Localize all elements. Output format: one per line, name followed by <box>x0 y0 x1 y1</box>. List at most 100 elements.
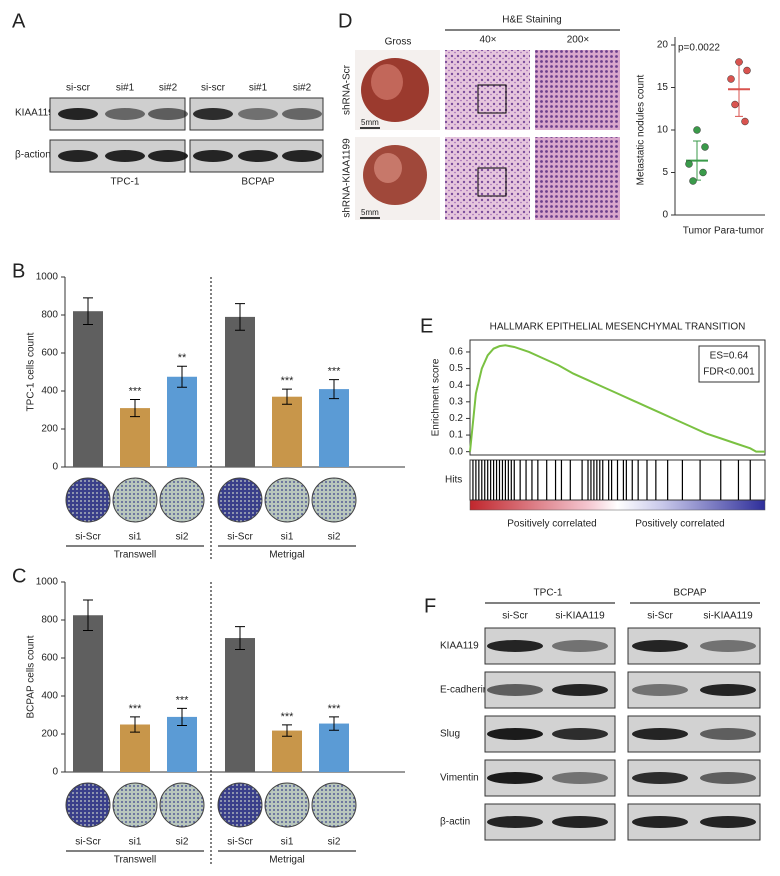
transwell-image <box>217 782 263 828</box>
gsea-rank-bar <box>469 499 766 511</box>
significance: ** <box>178 352 187 364</box>
lane-label: si-scr <box>201 83 226 94</box>
row-label: KIAA119 <box>15 108 54 119</box>
row-label: E-cadherin <box>440 685 488 696</box>
blot-band <box>193 150 233 162</box>
blot-band <box>552 772 608 784</box>
blot-band <box>487 816 543 828</box>
significance: *** <box>328 703 342 715</box>
blot-band <box>148 108 188 120</box>
error-bar <box>83 599 93 631</box>
row-label: shRNA-KIAA1199 <box>342 138 353 218</box>
zoom-box <box>477 84 507 114</box>
significance: *** <box>129 385 143 397</box>
bar <box>319 389 349 467</box>
chart-title: HALLMARK EPITHELIAL MESENCHYMAL TRANSITI… <box>490 322 746 333</box>
significance: *** <box>176 694 190 706</box>
error-bar <box>329 716 339 731</box>
row-label: KIAA119 <box>440 641 479 652</box>
lane-label: si-KIAA119 <box>703 611 753 622</box>
y-tick-label: 0 <box>662 210 668 221</box>
stats-text: ES=0.64 <box>710 351 749 362</box>
y-tick-label: 0.4 <box>449 380 463 391</box>
blot-band <box>700 684 756 696</box>
header: Gross <box>385 37 412 48</box>
blot-band <box>282 108 322 120</box>
transwell-image <box>112 782 158 828</box>
bar <box>73 311 103 467</box>
group-label: BCPAP <box>241 177 274 188</box>
x-tick-label: Tumor <box>683 226 712 237</box>
transwell-image <box>159 782 205 828</box>
x-tick-label: si-Scr <box>227 837 253 848</box>
group-label: Metrigal <box>269 855 305 866</box>
error-bar <box>329 379 339 400</box>
blot-band <box>487 772 543 784</box>
significance: *** <box>129 703 143 715</box>
point <box>693 126 701 134</box>
lane-label: si#2 <box>159 83 178 94</box>
scale-label: 5mm <box>361 208 379 217</box>
rank-label: Positively correlated <box>507 519 596 530</box>
lane-label: si-Scr <box>502 611 528 622</box>
row-label: β-actin <box>440 817 470 828</box>
x-tick-label: si1 <box>129 837 142 848</box>
group-label: TPC-1 <box>111 177 140 188</box>
scale-label: 5mm <box>361 118 379 127</box>
x-tick-label: si-Scr <box>75 532 101 543</box>
x-tick-label: si1 <box>281 837 294 848</box>
blot-band <box>552 816 608 828</box>
group-label: TPC-1 <box>534 588 563 599</box>
blot-band <box>105 150 145 162</box>
transwell-image <box>65 477 111 523</box>
blot-band <box>552 728 608 740</box>
group-label: BCPAP <box>673 588 706 599</box>
y-tick-label: 15 <box>657 82 669 93</box>
bar <box>73 615 103 772</box>
blot-band <box>58 108 98 120</box>
lane-label: si-scr <box>66 83 91 94</box>
bar <box>319 723 349 772</box>
p-value: p=0.0022 <box>678 43 720 54</box>
y-tick-label: 0.2 <box>449 413 463 424</box>
blot-band <box>552 684 608 696</box>
row-label: Vimentin <box>440 773 479 784</box>
y-label: TPC-1 cells count <box>26 332 37 411</box>
point <box>689 177 697 185</box>
x-tick-label: si1 <box>281 532 294 543</box>
blot-band <box>700 772 756 784</box>
x-tick-label: si2 <box>176 532 189 543</box>
stats-box <box>698 345 760 383</box>
y-tick-label: 0 <box>52 462 58 473</box>
y-tick-label: 400 <box>41 691 58 702</box>
blot-band <box>700 728 756 740</box>
header: 40× <box>480 35 497 46</box>
error-bar <box>177 707 187 726</box>
y-tick-label: 400 <box>41 386 58 397</box>
y-tick-label: 5 <box>662 167 668 178</box>
blot-band <box>238 150 278 162</box>
y-tick-label: 200 <box>41 729 58 740</box>
y-tick-label: 1000 <box>36 577 59 588</box>
x-tick-label: si1 <box>129 532 142 543</box>
panel-label: D <box>338 10 352 32</box>
plot-frame <box>469 339 766 456</box>
blot-band <box>700 640 756 652</box>
rank-label: Positively correlated <box>635 519 724 530</box>
axis <box>674 37 765 216</box>
bar <box>225 638 255 772</box>
blot-band <box>700 816 756 828</box>
transwell-image <box>311 477 357 523</box>
x-tick-label: Para-tumor <box>714 226 765 237</box>
point <box>731 100 739 109</box>
bar <box>225 316 255 467</box>
lane-label: si#1 <box>249 83 268 94</box>
lung-highlight <box>371 64 403 100</box>
transwell-image <box>311 782 357 828</box>
y-tick-label: 0.1 <box>449 430 463 441</box>
point <box>685 160 693 168</box>
point <box>735 58 743 66</box>
error-bar <box>282 388 292 405</box>
